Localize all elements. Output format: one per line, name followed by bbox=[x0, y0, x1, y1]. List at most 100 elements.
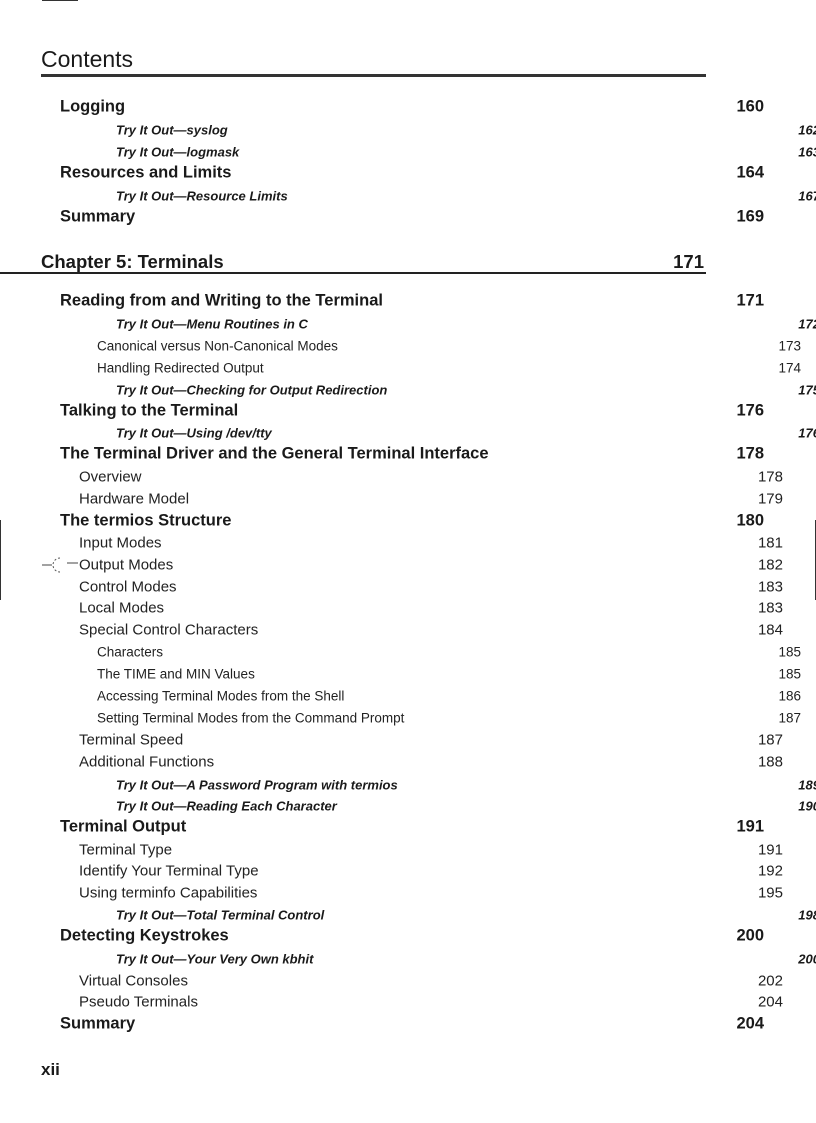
entry-page-number: 174 bbox=[778, 360, 801, 376]
entry-title: Virtual Consoles bbox=[79, 972, 188, 990]
entry-title: The Terminal Driver and the General Term… bbox=[60, 444, 489, 463]
toc-entry: Try It Out—Menu Routines in C 172 bbox=[0, 317, 816, 332]
toc-entry: Output Modes 182 bbox=[0, 557, 783, 574]
entry-title: Try It Out—Reading Each Character bbox=[116, 798, 337, 814]
entry-page-number: 172 bbox=[798, 316, 816, 332]
toc-entry: Logging 160 bbox=[0, 98, 764, 117]
entry-page-number: 186 bbox=[778, 688, 801, 704]
toc-entry: Identify Your Terminal Type 192 bbox=[0, 863, 783, 880]
entry-page-number: 183 bbox=[757, 599, 783, 617]
toc-entry: Accessing Terminal Modes from the Shell 1… bbox=[0, 689, 801, 704]
entry-title: Summary bbox=[60, 207, 136, 226]
entry-page-number: 160 bbox=[736, 97, 764, 116]
entry-page-number: 191 bbox=[757, 841, 783, 859]
entry-title: Logging bbox=[60, 97, 126, 116]
entry-page-number: 163 bbox=[798, 144, 816, 160]
entry-page-number: 171 bbox=[673, 251, 704, 272]
entry-title: Try It Out—Your Very Own kbhit bbox=[116, 951, 314, 967]
entry-title: Terminal Output bbox=[60, 817, 187, 836]
entry-title: Talking to the Terminal bbox=[60, 401, 239, 420]
entry-title: Canonical versus Non-Canonical Modes bbox=[97, 338, 338, 354]
entry-title: Setting Terminal Modes from the Command … bbox=[97, 710, 405, 726]
entry-title: Try It Out—Resource Limits bbox=[116, 188, 288, 204]
toc-entry: Try It Out—Using /dev/tty 176 bbox=[0, 426, 816, 441]
entry-page-number: 167 bbox=[798, 188, 816, 204]
entry-title: Identify Your Terminal Type bbox=[79, 862, 259, 880]
entry-page-number: 202 bbox=[757, 972, 783, 990]
entry-page-number: 204 bbox=[757, 993, 783, 1011]
entry-page-number: 204 bbox=[736, 1014, 764, 1033]
entry-title: The termios Structure bbox=[60, 511, 232, 530]
entry-title: Terminal Type bbox=[79, 841, 173, 859]
toc-entry: Try It Out—A Password Program with termi… bbox=[0, 778, 816, 793]
toc-entry: Detecting Keystrokes 200 bbox=[0, 927, 764, 946]
toc-entry: Summary 204 bbox=[0, 1015, 764, 1034]
toc-entry: Terminal Speed 187 bbox=[0, 732, 783, 749]
entry-title: Pseudo Terminals bbox=[79, 993, 198, 1011]
entry-title: Try It Out—logmask bbox=[116, 144, 240, 160]
toc-entry: Canonical versus Non-Canonical Modes 173 bbox=[0, 339, 801, 354]
toc-entry: Setting Terminal Modes from the Command … bbox=[0, 711, 801, 726]
entry-title: Summary bbox=[60, 1014, 136, 1033]
title-rule bbox=[41, 74, 706, 77]
entry-page-number: 184 bbox=[757, 621, 783, 639]
entry-page-number: 175 bbox=[798, 382, 816, 398]
entry-title: Local Modes bbox=[79, 599, 165, 617]
toc-entry: Try It Out—logmask 163 bbox=[0, 145, 816, 160]
entry-title: Special Control Characters bbox=[79, 621, 259, 639]
entry-page-number: 162 bbox=[798, 122, 816, 138]
toc-entry: Resources and Limits 164 bbox=[0, 164, 764, 183]
entry-page-number: 200 bbox=[798, 951, 816, 967]
toc-entry: Reading from and Writing to the Terminal… bbox=[0, 292, 764, 311]
entry-title: Characters bbox=[97, 644, 164, 660]
toc-entry: Try It Out—Checking for Output Redirecti… bbox=[0, 383, 816, 398]
entry-title: Try It Out—Using /dev/tty bbox=[116, 425, 272, 441]
entry-page-number: 178 bbox=[757, 468, 783, 486]
toc-entry: The termios Structure 180 bbox=[0, 512, 764, 531]
toc-entry: Virtual Consoles 202 bbox=[0, 973, 783, 990]
entry-page-number: 185 bbox=[778, 644, 801, 660]
entry-page-number: 180 bbox=[736, 511, 764, 530]
top-rule bbox=[42, 0, 78, 1]
entry-title: Input Modes bbox=[79, 534, 162, 552]
toc-entry: Hardware Model 179 bbox=[0, 491, 783, 508]
entry-title: Overview bbox=[79, 468, 142, 486]
entry-page-number: 178 bbox=[736, 444, 764, 463]
entry-title: Accessing Terminal Modes from the Shell bbox=[97, 688, 345, 704]
entry-title: Using terminfo Capabilities bbox=[79, 884, 258, 902]
toc-entry: Additional Functions 188 bbox=[0, 754, 783, 771]
toc-chapter: Chapter 5: Terminals 171 bbox=[0, 252, 706, 274]
toc-entry: Terminal Output 191 bbox=[0, 818, 764, 837]
toc-entry: Try It Out—Reading Each Character 190 bbox=[0, 799, 816, 814]
toc-entry: Input Modes 181 bbox=[0, 535, 783, 552]
toc-entry: Using terminfo Capabilities 195 bbox=[0, 885, 783, 902]
entry-title: Hardware Model bbox=[79, 490, 190, 508]
toc-entry: The Terminal Driver and the General Term… bbox=[0, 445, 764, 464]
entry-title: Try It Out—A Password Program with termi… bbox=[116, 777, 398, 793]
entry-page-number: 176 bbox=[798, 425, 816, 441]
entry-title: Chapter 5: Terminals bbox=[41, 251, 224, 272]
toc-entry: Control Modes 183 bbox=[0, 579, 783, 596]
toc-entry: Talking to the Terminal 176 bbox=[0, 402, 764, 421]
entry-page-number: 176 bbox=[736, 401, 764, 420]
toc-entry: Summary 169 bbox=[0, 208, 764, 227]
entry-page-number: 187 bbox=[778, 710, 801, 726]
toc-entry: Characters 185 bbox=[0, 645, 801, 660]
entry-title: Handling Redirected Output bbox=[97, 360, 264, 376]
entry-title: Detecting Keystrokes bbox=[60, 926, 229, 945]
entry-page-number: 181 bbox=[757, 534, 783, 552]
page-number: xii bbox=[41, 1060, 60, 1079]
entry-title: Additional Functions bbox=[79, 753, 215, 771]
entry-title: Try It Out—Total Terminal Control bbox=[116, 907, 325, 923]
toc-entry: Overview 178 bbox=[0, 469, 783, 486]
entry-page-number: 195 bbox=[757, 884, 783, 902]
page-title: Contents bbox=[41, 46, 134, 72]
entry-page-number: 190 bbox=[798, 798, 816, 814]
toc-entry: Terminal Type 191 bbox=[0, 842, 783, 859]
toc-entry: Try It Out—Your Very Own kbhit 200 bbox=[0, 952, 816, 967]
toc-entry: The TIME and MIN Values 185 bbox=[0, 667, 801, 682]
entry-title: Try It Out—Checking for Output Redirecti… bbox=[116, 382, 388, 398]
entry-page-number: 200 bbox=[736, 926, 764, 945]
margin-mark-icon bbox=[42, 557, 78, 573]
